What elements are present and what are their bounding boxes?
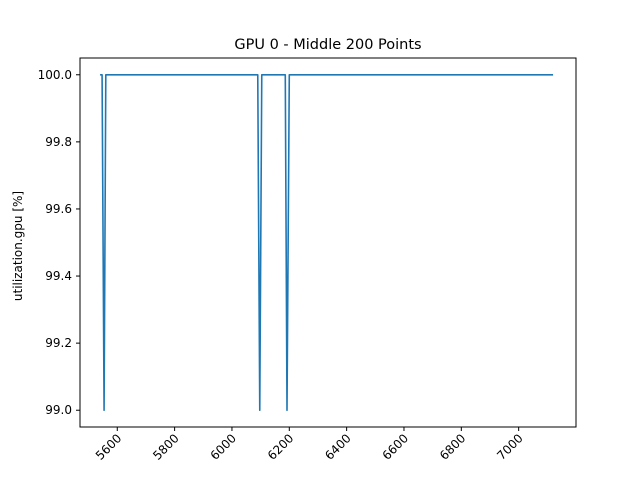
x-tick-label: 7000: [494, 431, 525, 462]
x-tick-label: 5800: [150, 431, 181, 462]
plot-frame: [79, 57, 577, 428]
chart-title: GPU 0 - Middle 200 Points: [234, 37, 421, 53]
x-tick-label: 6400: [322, 431, 353, 462]
y-tick-label: 100.0: [38, 68, 72, 82]
y-tick-label: 99.4: [45, 269, 72, 283]
x-tick-label: 6200: [265, 431, 296, 462]
y-tick-label: 99.2: [45, 336, 72, 350]
y-axis-label: utilization.gpu [%]: [11, 191, 25, 301]
x-tick-label: 6600: [380, 431, 411, 462]
x-tick-label: 6000: [208, 431, 239, 462]
series-line: [100, 73, 554, 412]
x-tick-label: 5600: [93, 431, 124, 462]
plot-area: 99.0 99.2 99.4 99.6 99.8 100.0 5600 5800 6000 620…: [38, 68, 554, 463]
y-tick-label: 99.8: [45, 135, 72, 149]
y-tick-label: 99.0: [45, 403, 72, 417]
y-tick-label: 99.6: [45, 202, 72, 216]
x-tick-label: 6800: [437, 431, 468, 462]
